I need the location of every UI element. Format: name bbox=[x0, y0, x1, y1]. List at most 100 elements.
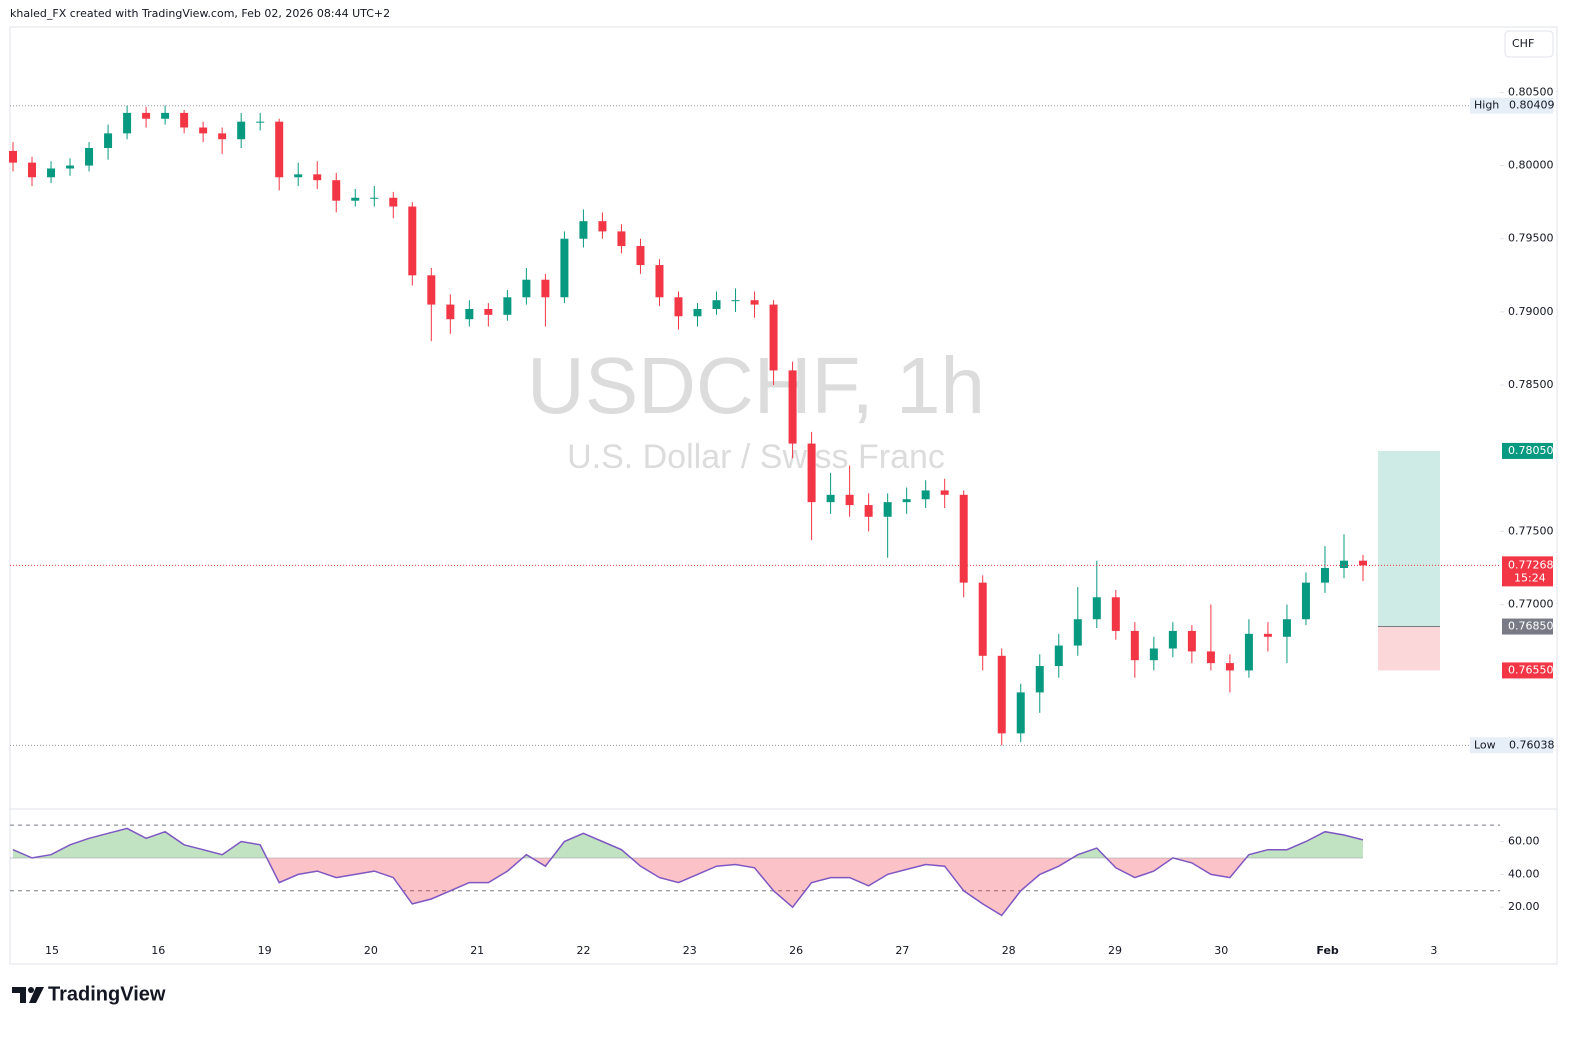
candle-body bbox=[1130, 630, 1139, 661]
x-tick-label: 29 bbox=[1108, 944, 1122, 957]
candle-body bbox=[351, 197, 360, 201]
x-tick-label: 30 bbox=[1214, 944, 1228, 957]
candle-body bbox=[161, 112, 170, 119]
candle-body bbox=[826, 494, 835, 503]
x-tick-label: 19 bbox=[258, 944, 272, 957]
candle-body bbox=[28, 162, 37, 178]
position-tag bbox=[1502, 442, 1553, 459]
rsi-area-up bbox=[13, 828, 1363, 858]
x-tick-label: 27 bbox=[895, 944, 909, 957]
y-tick-label: 0.78500 bbox=[1508, 378, 1554, 391]
candle-body bbox=[1016, 692, 1025, 734]
price-tag bbox=[1502, 556, 1553, 587]
candle-body bbox=[389, 197, 398, 207]
header: khaled_FX created with TradingView.com, … bbox=[10, 7, 390, 20]
candle-body bbox=[1225, 663, 1234, 671]
candle-body bbox=[199, 127, 208, 134]
candle-body bbox=[1359, 560, 1367, 566]
candle-body bbox=[807, 443, 816, 503]
candle-body bbox=[560, 238, 569, 298]
y-tick-label: 0.80500 bbox=[1508, 85, 1554, 98]
level-tag bbox=[1470, 737, 1553, 754]
candle-body bbox=[1244, 633, 1253, 671]
x-tick-label: 3 bbox=[1430, 944, 1437, 957]
price-label: 0.77268 bbox=[1508, 558, 1554, 571]
candle-body bbox=[237, 121, 246, 140]
candle-body bbox=[731, 300, 740, 302]
candle-body bbox=[1263, 633, 1272, 637]
position-tag bbox=[1502, 662, 1553, 679]
logo-text: TradingView bbox=[48, 983, 166, 1005]
candle-body bbox=[484, 308, 493, 315]
position-tag bbox=[1502, 618, 1553, 635]
candle-body bbox=[921, 490, 930, 500]
position-profit bbox=[1378, 450, 1440, 627]
x-tick-label: 16 bbox=[151, 944, 165, 957]
rsi-tick-label: 40.00 bbox=[1508, 867, 1540, 880]
position-loss bbox=[1378, 626, 1440, 671]
rsi-tick-label: 60.00 bbox=[1508, 835, 1540, 848]
candle-body bbox=[1320, 568, 1329, 583]
x-tick-label: 15 bbox=[45, 944, 59, 957]
candle-body bbox=[465, 308, 474, 320]
level-value: 0.76038 bbox=[1509, 738, 1555, 751]
candle-body bbox=[636, 246, 645, 266]
level-value: 0.80409 bbox=[1509, 99, 1555, 112]
candle-body bbox=[674, 297, 683, 317]
candle-body bbox=[427, 275, 436, 305]
candle-body bbox=[598, 221, 607, 232]
rsi-area-down bbox=[13, 857, 1363, 916]
logo-icon bbox=[12, 987, 26, 1003]
candle-body bbox=[522, 279, 531, 298]
x-tick-label: 20 bbox=[364, 944, 378, 957]
candle-body bbox=[370, 197, 379, 199]
currency-box[interactable] bbox=[1504, 30, 1554, 58]
candle-body bbox=[47, 168, 56, 178]
candle-body bbox=[541, 279, 550, 298]
candle-body bbox=[1092, 597, 1101, 620]
watermark-name: U.S. Dollar / Swiss Franc bbox=[567, 438, 945, 476]
candle-body bbox=[1339, 560, 1348, 568]
candle-body bbox=[769, 304, 778, 371]
candle-body bbox=[1073, 619, 1082, 646]
candle-body bbox=[864, 505, 873, 517]
candle-body bbox=[617, 231, 626, 247]
watermark-symbol: USDCHF, 1h bbox=[527, 341, 985, 430]
candle-body bbox=[1301, 582, 1310, 620]
x-tick-label: 21 bbox=[470, 944, 484, 957]
candle-body bbox=[1187, 630, 1196, 652]
candle-body bbox=[313, 174, 322, 181]
candle-body bbox=[408, 206, 417, 276]
x-tick-label: 28 bbox=[1002, 944, 1016, 957]
position-label: 0.78050 bbox=[1508, 444, 1554, 457]
currency[interactable]: CHF bbox=[1512, 37, 1534, 50]
candle-body bbox=[218, 133, 227, 140]
candle-body bbox=[332, 180, 341, 201]
candle-body bbox=[66, 165, 75, 169]
y-tick-label: 0.79500 bbox=[1508, 232, 1554, 245]
position-label: 0.76550 bbox=[1508, 663, 1554, 676]
candle-body bbox=[446, 304, 455, 320]
x-tick-label: 22 bbox=[577, 944, 591, 957]
candle-body bbox=[845, 494, 854, 506]
rsi-tick-label: 20.00 bbox=[1508, 900, 1540, 913]
candle-body bbox=[750, 300, 759, 305]
candle-body bbox=[1054, 645, 1063, 667]
candle-body bbox=[123, 112, 132, 134]
candle-body bbox=[1149, 648, 1158, 661]
level-name: Low bbox=[1474, 738, 1496, 751]
countdown: 15:24 bbox=[1514, 571, 1546, 584]
rsi-line bbox=[12, 827, 1364, 917]
x-tick-label: 23 bbox=[683, 944, 697, 957]
candle-body bbox=[788, 370, 797, 444]
candle-body bbox=[9, 150, 17, 163]
candle-body bbox=[959, 494, 968, 583]
candle-body bbox=[693, 308, 702, 317]
candle-body bbox=[579, 221, 588, 239]
y-tick-label: 0.77000 bbox=[1508, 598, 1554, 611]
candle-body bbox=[1168, 630, 1177, 649]
candle-body bbox=[655, 265, 664, 298]
level-name: High bbox=[1474, 99, 1499, 112]
